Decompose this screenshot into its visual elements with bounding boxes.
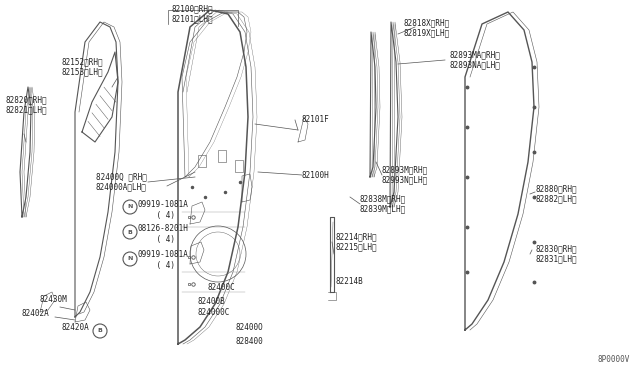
Text: B: B <box>127 230 132 234</box>
Text: 82420A: 82420A <box>62 324 90 333</box>
Text: B: B <box>97 328 102 334</box>
Text: N: N <box>127 257 132 262</box>
Text: 82893M〈RH〉
82993N〈LH〉: 82893M〈RH〉 82993N〈LH〉 <box>382 165 428 185</box>
Text: N: N <box>127 205 132 209</box>
Bar <box>235 160 243 172</box>
Text: 82402A: 82402A <box>22 310 50 318</box>
Text: 08126-8201H
    ( 4): 08126-8201H ( 4) <box>138 224 189 244</box>
Text: 82893MA〈RH〉
82893NA〈LH〉: 82893MA〈RH〉 82893NA〈LH〉 <box>450 50 501 70</box>
Text: 82100〈RH〉
82101〈LH〉: 82100〈RH〉 82101〈LH〉 <box>172 4 214 24</box>
Text: 828400: 828400 <box>235 337 263 346</box>
Text: 82214B: 82214B <box>336 278 364 286</box>
Text: 82214〈RH〉
82215〈LH〉: 82214〈RH〉 82215〈LH〉 <box>336 232 378 252</box>
Text: 82818X〈RH〉
82819X〈LH〉: 82818X〈RH〉 82819X〈LH〉 <box>403 18 449 38</box>
Text: 82820〈RH〉
82821〈LH〉: 82820〈RH〉 82821〈LH〉 <box>5 95 47 115</box>
Text: 82101F: 82101F <box>302 115 330 125</box>
Text: 82880〈RH〉
82882〈LH〉: 82880〈RH〉 82882〈LH〉 <box>536 184 578 204</box>
Text: 82400C: 82400C <box>208 282 236 292</box>
Text: 8P0000V: 8P0000V <box>598 355 630 364</box>
Text: 09919-1081A
    ( 4): 09919-1081A ( 4) <box>138 200 189 220</box>
Text: 82400Q 〈RH〉
824000A〈LH〉: 82400Q 〈RH〉 824000A〈LH〉 <box>96 172 147 192</box>
Bar <box>218 150 226 162</box>
Text: 82400O: 82400O <box>235 324 263 333</box>
Text: 82400B
824000C: 82400B 824000C <box>198 297 230 317</box>
Text: 82838M〈RH〉
82839M〈LH〉: 82838M〈RH〉 82839M〈LH〉 <box>360 194 406 214</box>
Text: 82830〈RH〉
82831〈LH〉: 82830〈RH〉 82831〈LH〉 <box>536 244 578 264</box>
Text: 09919-1081A
    ( 4): 09919-1081A ( 4) <box>138 250 189 270</box>
Bar <box>198 155 206 167</box>
Text: 82430M: 82430M <box>40 295 68 305</box>
Text: 82100H: 82100H <box>302 170 330 180</box>
Text: 82152〈RH〉
82153〈LH〉: 82152〈RH〉 82153〈LH〉 <box>62 57 104 77</box>
